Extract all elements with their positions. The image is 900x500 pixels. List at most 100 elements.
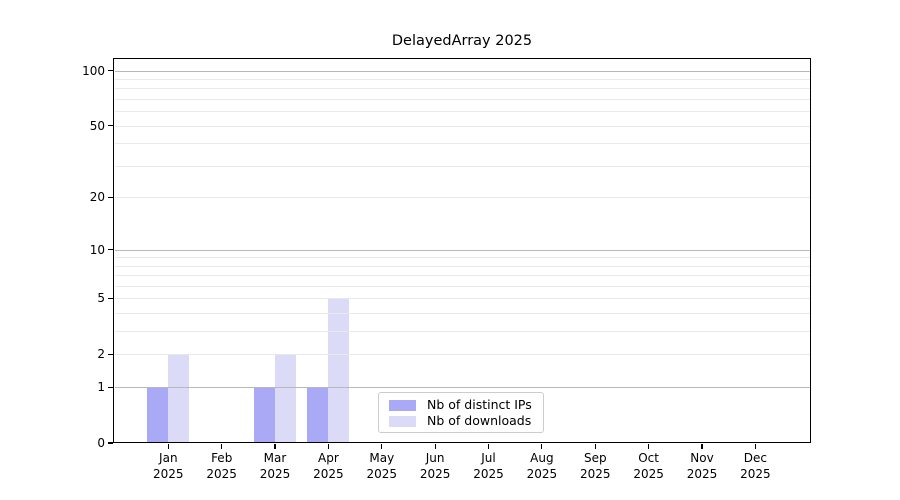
x-tick (434, 444, 436, 449)
x-tick-label: Oct 2025 (617, 450, 681, 482)
legend-swatch-distinct-ips (389, 399, 416, 411)
y-tick (108, 297, 113, 300)
legend-label-downloads: Nb of downloads (427, 413, 532, 428)
legend-label-distinct-ips: Nb of distinct IPs (427, 397, 532, 412)
x-tick-month: Jun (425, 451, 445, 465)
bar-downloads (167, 354, 189, 443)
x-tick (274, 444, 276, 449)
x-tick-month: Nov (690, 451, 714, 465)
y-tick-label: 100 (82, 63, 105, 78)
x-tick (701, 444, 703, 449)
y-tick (108, 386, 113, 388)
gridline-minor (114, 165, 810, 167)
x-tick-month: Feb (211, 451, 233, 465)
y-tick (108, 196, 113, 198)
legend-swatch-downloads (389, 415, 416, 427)
gridline-decade (114, 249, 810, 251)
y-tick-label: 0 (97, 436, 105, 450)
x-tick-label: Sep 2025 (563, 450, 627, 482)
x-tick (754, 444, 756, 449)
x-tick-month: Jul (481, 451, 496, 465)
x-tick-year: 2025 (473, 467, 504, 481)
gridline-major (114, 298, 810, 300)
y-tick (108, 125, 113, 127)
bar-distinct-ips (253, 387, 275, 443)
x-tick-month: Apr (318, 451, 339, 465)
x-tick-year: 2025 (313, 467, 344, 481)
gridline-minor (114, 111, 810, 113)
x-tick-month: Oct (638, 451, 659, 465)
gridline-minor (114, 79, 810, 80)
gridline-minor (114, 265, 810, 267)
legend-item-distinct-ips: Nb of distinct IPs (387, 397, 535, 413)
x-tick (648, 444, 650, 449)
x-tick-label: Nov 2025 (670, 450, 734, 482)
gridline-major (114, 125, 810, 127)
y-tick (108, 70, 113, 72)
x-tick-label: Jan 2025 (136, 450, 200, 482)
x-tick (487, 444, 490, 449)
gridline-decade (114, 70, 810, 72)
x-tick-month: Dec (743, 451, 767, 465)
x-tick-label: Mar 2025 (243, 450, 307, 482)
gridline-major (114, 197, 810, 199)
x-tick-year: 2025 (259, 467, 291, 481)
y-tick (108, 442, 113, 444)
gridline-minor (114, 88, 810, 90)
y-tick (108, 248, 113, 251)
y-tick-label: 20 (89, 190, 105, 205)
bar-distinct-ips (306, 387, 328, 443)
x-tick-label: May 2025 (350, 450, 414, 482)
x-tick-label: Dec 2025 (723, 450, 787, 482)
x-tick (594, 444, 596, 449)
x-tick-month: Mar (263, 451, 287, 465)
legend-item-downloads: Nb of downloads (387, 413, 535, 429)
gridline-minor (114, 257, 810, 259)
x-tick (381, 444, 383, 449)
x-tick-month: Sep (583, 451, 607, 465)
legend: Nb of distinct IPs Nb of downloads (378, 392, 544, 433)
x-tick (541, 444, 543, 449)
chart-title: DelayedArray 2025 (391, 33, 533, 49)
y-tick-label: 2 (97, 347, 105, 362)
x-tick-year: 2025 (419, 467, 451, 481)
y-tick-label: 5 (97, 291, 105, 306)
x-tick-label: Feb 2025 (190, 450, 254, 482)
gridline-minor (114, 313, 810, 315)
y-tick-label: 10 (89, 242, 105, 257)
gridline-minor (114, 275, 810, 277)
bar-downloads (274, 354, 296, 443)
x-tick-year: 2025 (580, 467, 611, 481)
x-tick-month: Aug (530, 451, 554, 465)
x-tick-month: May (369, 451, 395, 465)
x-tick (221, 444, 223, 449)
x-tick-label: Jun 2025 (403, 450, 467, 482)
gridline-minor (114, 286, 810, 287)
gridline-decade (114, 387, 810, 389)
bar-downloads (327, 298, 349, 443)
gridline-minor (114, 143, 810, 145)
x-tick-year: 2025 (206, 467, 237, 481)
y-tick-label: 50 (89, 118, 105, 133)
x-tick-label: Aug 2025 (510, 450, 574, 482)
gridline-minor (114, 99, 810, 100)
x-tick-month: Jan (159, 451, 178, 465)
bar-distinct-ips (146, 387, 168, 443)
gridline-minor (114, 331, 810, 333)
x-tick-year: 2025 (366, 467, 398, 481)
x-tick-year: 2025 (526, 467, 558, 481)
x-tick (327, 444, 330, 449)
gridline-major (114, 354, 810, 356)
x-tick-label: Apr 2025 (296, 450, 360, 482)
x-tick-year: 2025 (153, 467, 184, 481)
y-tick-label: 1 (97, 380, 105, 395)
x-tick (167, 444, 169, 449)
x-tick-year: 2025 (686, 467, 718, 481)
x-tick-year: 2025 (740, 467, 771, 481)
x-tick-year: 2025 (633, 467, 664, 481)
x-tick-label: Jul 2025 (457, 450, 521, 482)
